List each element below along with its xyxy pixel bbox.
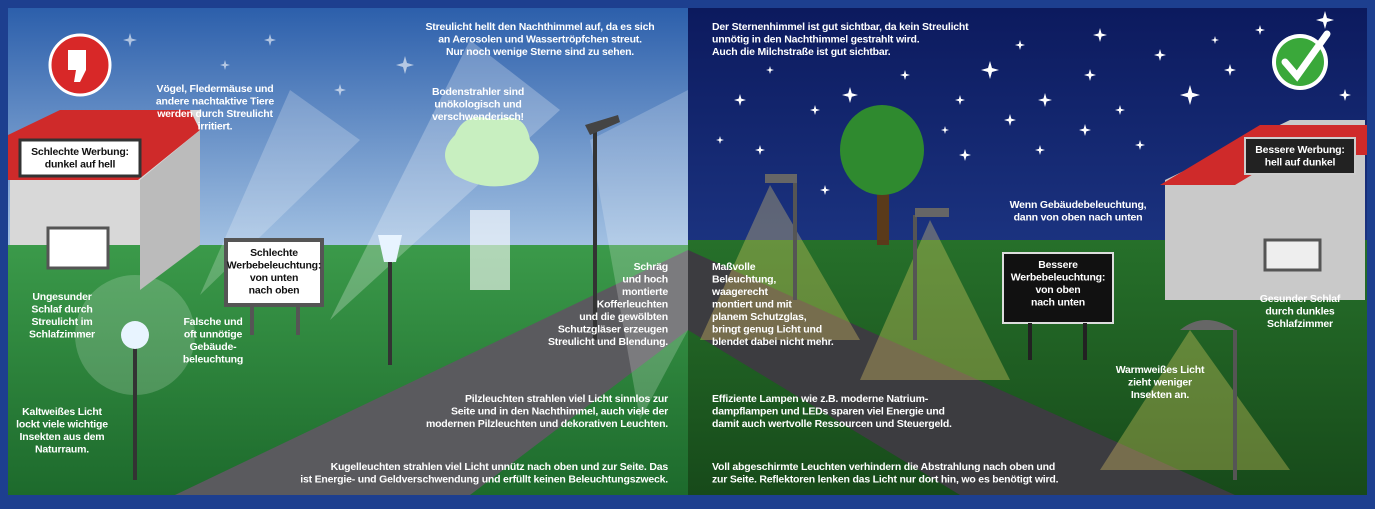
label-line: andere nachtaktive Tiere [156, 96, 275, 108]
label-line: Schlafzimmer [1267, 318, 1333, 330]
label-line: Nur noch wenige Sterne sind zu sehen. [446, 46, 634, 58]
label-line: planem Schutzglas, [712, 311, 807, 323]
label-line: dunkel auf hell [45, 159, 116, 171]
label-line: Streulicht hellt den Nachthimmel auf, da… [425, 21, 654, 33]
label-line: Bessere Werbung: [1255, 144, 1344, 156]
label-line: Werbebeleuchtung: [1011, 272, 1105, 284]
label-line: Beleuchtung, [712, 274, 776, 286]
label-line: unökologisch und [434, 99, 521, 111]
label-line: Ungesunder [32, 291, 91, 303]
window [1265, 240, 1320, 270]
label-line: montierte [622, 286, 668, 298]
window [48, 228, 108, 268]
label-line: Pilzleuchten strahlen viel Licht sinnlos… [465, 393, 668, 405]
label-line: damit auch wertvolle Ressourcen und Steu… [712, 418, 952, 430]
label-line: unnötig in den Nachthimmel gestrahlt wir… [712, 34, 920, 46]
label-line: hell auf dunkel [1265, 157, 1336, 169]
label-line: Schräg [634, 261, 668, 273]
label-line: Streulicht und Blendung. [548, 336, 668, 348]
label-line: Schlaf durch [31, 304, 92, 316]
label-line: Der Sternenhimmel ist gut sichtbar, da k… [712, 21, 969, 33]
label-line: nach unten [1031, 297, 1085, 309]
label-line: von unten [250, 272, 298, 284]
label-line: irritiert. [198, 121, 233, 133]
label-line: blendet dabei nicht mehr. [712, 336, 834, 348]
globe-lamp [121, 321, 149, 349]
label-line: werden durch Streulicht [156, 108, 273, 120]
label-line: Auch die Milchstraße ist gut sichtbar. [712, 46, 891, 58]
label-line: bringt genug Licht und [712, 324, 822, 336]
label-line: und die gewölbten [579, 311, 668, 323]
label-line: Werbebeleuchtung: [227, 260, 321, 272]
page: {"left": {"labels": [ {"lines": ["Streul… [0, 0, 1375, 509]
label-line: zieht weniger [1128, 377, 1192, 389]
label-line: lockt viele wichtige [16, 419, 108, 431]
label-line: oft unnötige [184, 329, 243, 341]
label-line: Maßvolle [712, 261, 756, 273]
label-line: verschwenderisch! [432, 111, 524, 123]
label-line: von oben [1035, 284, 1080, 296]
label-line: Schlechte Werbung: [31, 146, 129, 158]
label-line: durch dunkles [1265, 306, 1335, 318]
label-line: dampflampen und LEDs sparen viel Energie… [712, 406, 945, 418]
label-line: an Aerosolen und Wassertröpfchen streut. [438, 34, 642, 46]
label-line: Bessere [1038, 259, 1078, 271]
label-line: beleuchtung [183, 354, 243, 366]
label-line: Insekten aus dem [20, 431, 105, 443]
flat-lamp [915, 208, 949, 217]
label-line: Vögel, Fledermäuse und [157, 83, 274, 95]
label-line: dann von oben nach unten [1014, 212, 1143, 224]
label-line: Voll abgeschirmte Leuchten verhindern di… [712, 461, 1055, 473]
label-line: nach oben [249, 285, 300, 297]
label-line: Falsche und [183, 316, 242, 328]
label-line: zur Seite. Reflektoren lenken das Licht … [712, 474, 1059, 486]
label-line: Schlafzimmer [29, 329, 95, 341]
label-line: Schlechte [250, 247, 298, 259]
label-line: Gebäude- [190, 341, 238, 353]
label-line: Schutzgläser erzeugen [558, 324, 668, 336]
label-line: Warmweißes Licht [1116, 364, 1205, 376]
label-line: Bodenstrahler sind [432, 86, 524, 98]
label-line: montiert und mit [712, 299, 792, 311]
label-line: Naturraum. [35, 444, 89, 456]
label-line: Wenn Gebäudebeleuchtung, [1010, 199, 1147, 211]
label-line: Streulicht im [32, 316, 93, 328]
label-line: Kaltweißes Licht [22, 406, 102, 418]
infographic: Streulicht hellt den Nachthimmel auf, da… [0, 0, 1375, 509]
label-line: waagerecht [711, 286, 768, 298]
label-line: Kugelleuchten strahlen viel Licht unnütz… [331, 461, 669, 473]
label-line: Kofferleuchten [597, 299, 668, 311]
label-line: Gesunder Schlaf [1260, 293, 1341, 305]
label-line: Insekten an. [1131, 389, 1190, 401]
bush [445, 117, 539, 186]
label-line: und hoch [622, 274, 668, 286]
label-line: Seite und in den Nachthimmel, auch viele… [451, 406, 668, 418]
tree-crown [840, 105, 924, 195]
label-line: Effiziente Lampen wie z.B. moderne Natri… [712, 393, 929, 405]
label-line: ist Energie- und Geldverschwendung und e… [300, 474, 668, 486]
bush-light [470, 210, 510, 290]
flat-lamp [765, 174, 797, 183]
label-line: modernen Pilzleuchten und dekorativen Le… [426, 418, 668, 430]
